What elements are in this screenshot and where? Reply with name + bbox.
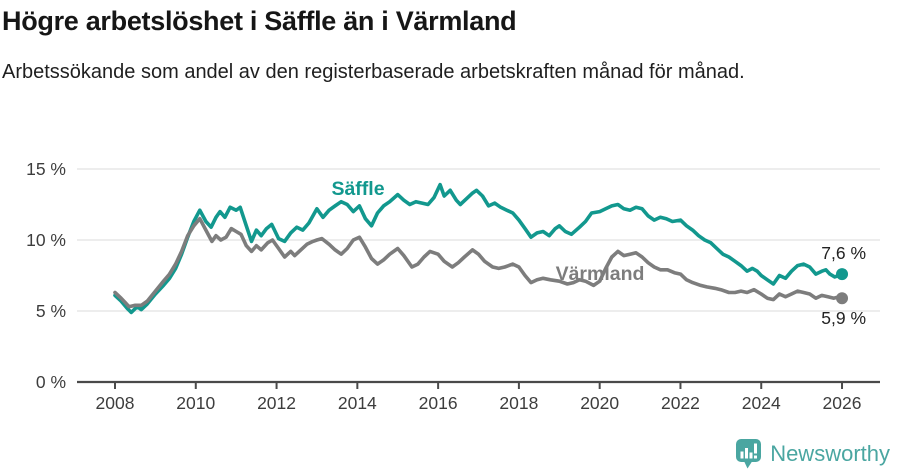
x-tick-label: 2008 — [96, 393, 135, 413]
end-dot-säffle — [836, 268, 849, 281]
x-tick-label: 2026 — [823, 393, 862, 413]
y-tick-label: 0 % — [36, 372, 66, 392]
x-tick-label: 2022 — [661, 393, 700, 413]
end-value-label-säffle: 7,6 % — [821, 243, 866, 263]
x-tick-label: 2010 — [176, 393, 215, 413]
x-tick-label: 2024 — [742, 393, 781, 413]
chart-subtitle: Arbetssökande som andel av den registerb… — [2, 61, 745, 83]
x-tick-label: 2012 — [257, 393, 296, 413]
x-tick-label: 2016 — [419, 393, 458, 413]
line-värmland — [113, 216, 844, 309]
series-label-säffle: Säffle — [331, 178, 384, 200]
x-tick-label: 2018 — [499, 393, 538, 413]
series-label-värmland: Värmland — [556, 263, 645, 285]
y-tick-label: 10 % — [26, 230, 66, 250]
axis-labels: 2008 2010 2012 2014 2016 2018 2020 2022 2024 2026… — [26, 159, 861, 413]
brand-name: Newsworthy — [770, 440, 890, 466]
end-value-label-värmland: 5,9 % — [821, 308, 866, 328]
page-title: Högre arbetslöshet i Säffle än i Värmlan… — [2, 6, 517, 36]
y-tick-label: 5 % — [36, 301, 66, 321]
data-series — [113, 182, 849, 315]
y-tick-label: 15 % — [26, 159, 66, 179]
end-dot-värmland — [836, 292, 849, 305]
x-axis — [77, 380, 880, 389]
unemployment-line-chart: 2008 2010 2012 2014 2016 2018 2020 2022 2024 2026… — [26, 159, 880, 413]
bar-chart-glyph — [740, 443, 758, 459]
annotations: Säffle 7,6 % Värmland 5,9 % — [331, 178, 866, 328]
newsworthy-logo-icon — [736, 439, 762, 469]
speech-bubble-tail — [743, 460, 754, 469]
line-säffle — [113, 182, 844, 315]
x-tick-label: 2014 — [338, 393, 377, 413]
x-tick-label: 2020 — [580, 393, 619, 413]
brand-footer: Newsworthy — [734, 438, 890, 469]
